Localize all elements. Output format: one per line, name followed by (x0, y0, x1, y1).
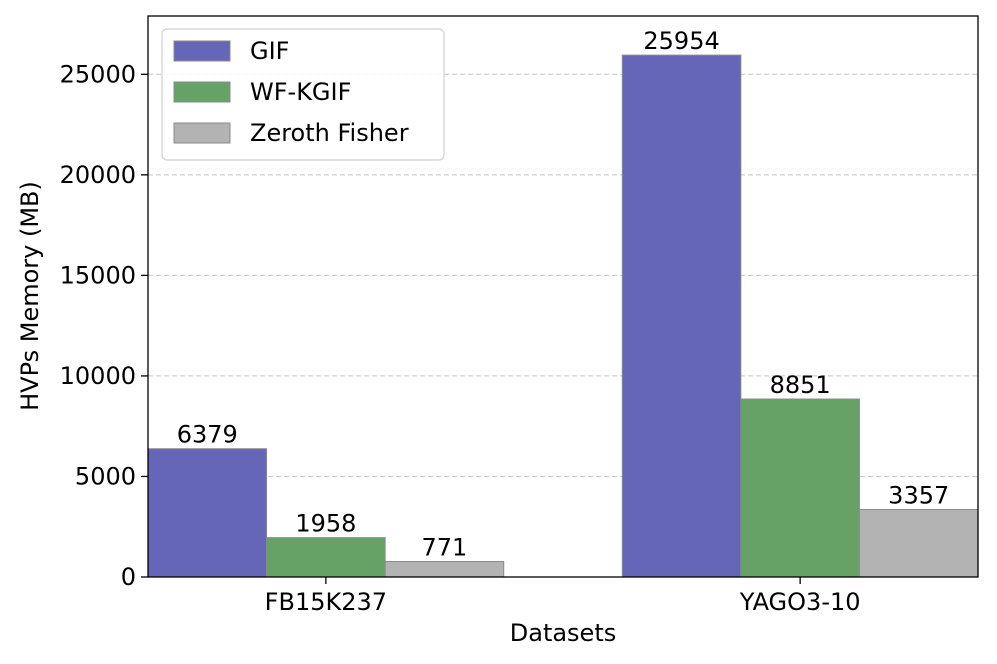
y-tick-label: 15000 (60, 261, 136, 289)
y-axis-label: HVPs Memory (MB) (16, 181, 44, 411)
y-tick-label: 20000 (60, 161, 136, 189)
bar-value-label: 3357 (888, 481, 949, 509)
bar (266, 537, 386, 578)
x-axis: FB15K237 YAGO3-10 (265, 577, 861, 616)
bar (740, 398, 860, 578)
bar-value-label: 6379 (177, 421, 238, 449)
y-tick-label: 25000 (60, 60, 136, 88)
legend: GIF WF-KGIF Zeroth Fisher (161, 28, 445, 161)
bar-value-label: 8851 (770, 371, 831, 399)
legend-label: Zeroth Fisher (250, 119, 409, 147)
bar-value-label: 25954 (643, 27, 719, 55)
legend-box (161, 28, 445, 161)
legend-label: WF-KGIF (250, 78, 351, 106)
bar (147, 448, 268, 578)
x-tick-label: FB15K237 (265, 588, 387, 616)
y-tick-label: 5000 (75, 462, 136, 490)
bars (147, 54, 979, 578)
y-tick-label: 10000 (60, 362, 136, 390)
legend-swatch (173, 122, 231, 144)
bar (621, 54, 742, 578)
data-labels: 6379 1958 771 25954 8851 3357 (177, 27, 950, 561)
legend-swatch (173, 40, 231, 62)
legend-swatch (173, 81, 231, 103)
y-tick-label: 0 (121, 563, 136, 591)
plot-frame (147, 15, 979, 578)
legend-label: GIF (250, 37, 289, 65)
bar (858, 508, 979, 578)
x-tick-label: YAGO3-10 (739, 588, 861, 616)
x-axis-label: Datasets (510, 619, 617, 647)
bar-value-label: 1958 (295, 510, 356, 538)
bar (384, 560, 505, 578)
bar-value-label: 771 (422, 533, 468, 561)
y-axis: 0 5000 10000 15000 20000 25000 (60, 60, 148, 591)
